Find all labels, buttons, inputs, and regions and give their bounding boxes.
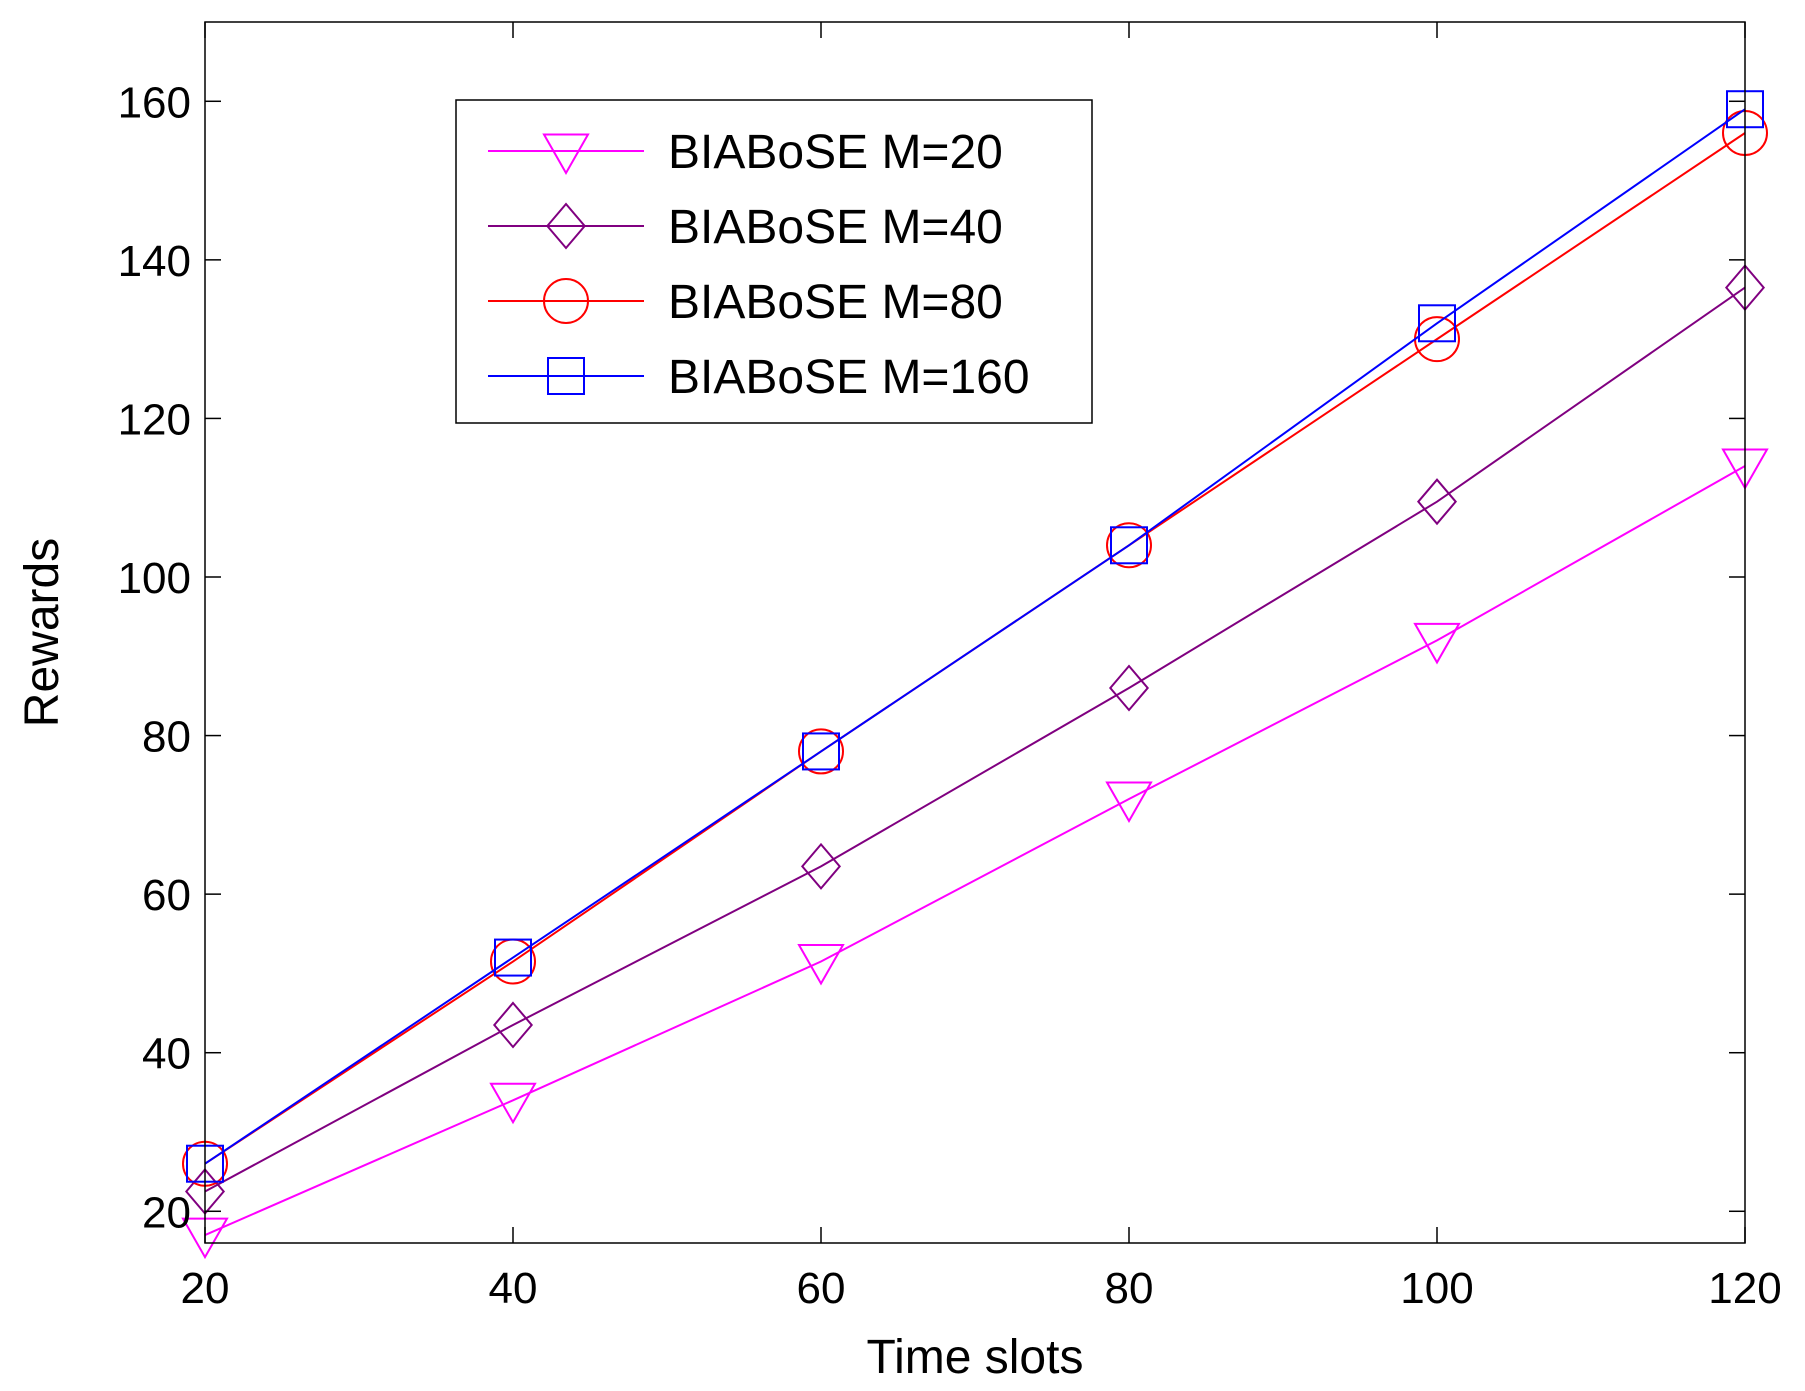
series-4 xyxy=(186,90,1764,1183)
y-tick-label: 40 xyxy=(142,1030,191,1079)
data-point xyxy=(494,938,532,977)
legend-box xyxy=(455,99,1093,424)
legend-label: BIABoSE M=160 xyxy=(668,351,1030,404)
legend-marker xyxy=(543,278,589,324)
y-tick-label: 20 xyxy=(142,1188,191,1237)
axes-box xyxy=(204,21,1746,1244)
x-tick-label: 60 xyxy=(797,1264,846,1313)
data-point xyxy=(802,732,840,771)
legend-label: BIABoSE M=40 xyxy=(668,201,1003,254)
plot-layer xyxy=(181,90,1769,1260)
data-point xyxy=(797,944,845,986)
series-line xyxy=(204,465,1746,1236)
y-tick-label: 120 xyxy=(118,395,191,444)
legend-item: BIABoSE M=40 xyxy=(488,201,1003,254)
legend-marker xyxy=(547,357,585,395)
x-tick-label: 100 xyxy=(1400,1264,1473,1313)
data-point xyxy=(1418,304,1456,343)
legend-marker xyxy=(542,133,590,176)
data-point xyxy=(1105,781,1153,824)
data-point xyxy=(489,1082,537,1125)
legend-label: BIABoSE M=80 xyxy=(668,276,1003,329)
data-point xyxy=(1413,622,1461,665)
y-tick-label: 140 xyxy=(118,237,191,286)
x-tick-label: 20 xyxy=(181,1264,230,1313)
legend-label: BIABoSE M=20 xyxy=(668,126,1003,179)
data-point xyxy=(800,842,842,890)
x-axis-label: Time slots xyxy=(867,1331,1084,1384)
data-point xyxy=(1108,664,1150,712)
series-1 xyxy=(181,448,1769,1260)
y-tick-label: 60 xyxy=(142,871,191,920)
series-line xyxy=(204,286,1746,1193)
legend-item: BIABoSE M=160 xyxy=(488,351,1030,404)
axes-layer: 20 40 60 80 100 120 20 40 60 80 100 120 140 160 xyxy=(118,21,1782,1313)
x-tick-label: 40 xyxy=(489,1264,538,1313)
legend-item: BIABoSE M=80 xyxy=(488,276,1003,329)
y-tick-label: 100 xyxy=(118,554,191,603)
data-point xyxy=(1416,478,1458,526)
legend-item: BIABoSE M=20 xyxy=(488,126,1003,179)
legend: BIABoSE M=20 BIABoSE M=40 BIABoSE M=80 BIAB… xyxy=(455,99,1093,424)
legend-marker xyxy=(545,202,587,250)
data-point xyxy=(1110,526,1148,565)
data-point xyxy=(492,1001,534,1049)
y-axis-label: Rewards xyxy=(16,538,69,727)
y-tick-label: 80 xyxy=(142,713,191,762)
data-point xyxy=(798,728,844,775)
y-tick-label: 160 xyxy=(118,78,191,127)
x-tick-label: 120 xyxy=(1708,1264,1781,1313)
series-line xyxy=(204,108,1746,1165)
x-tick-label: 80 xyxy=(1105,1264,1154,1313)
data-point xyxy=(1106,522,1152,569)
